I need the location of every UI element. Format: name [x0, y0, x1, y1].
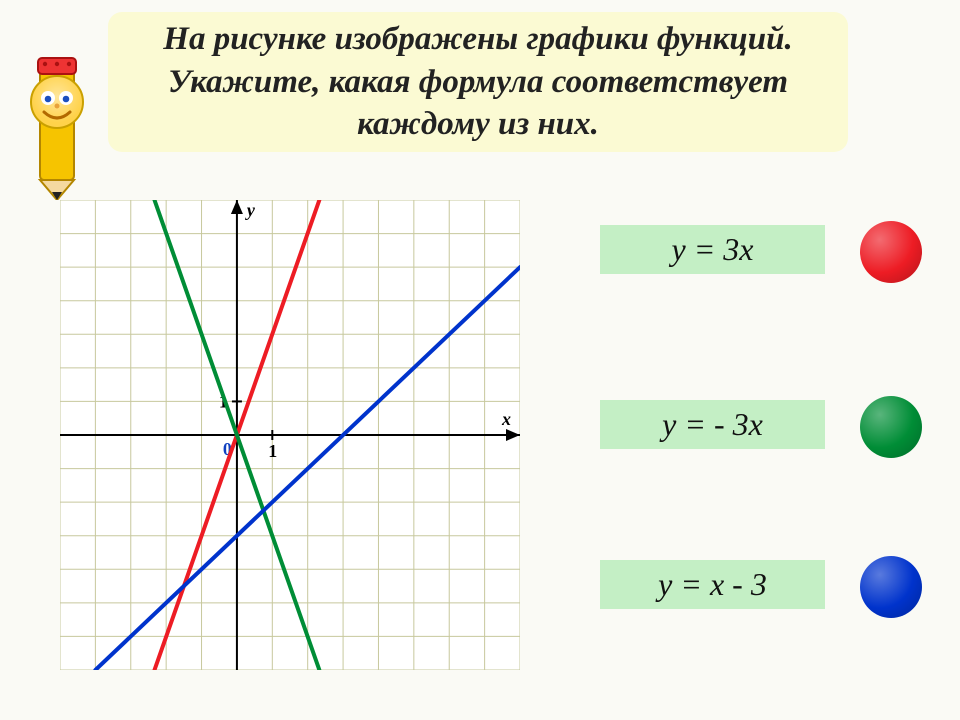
title-text: На рисунке изображены графики функций. У… [136, 18, 820, 147]
svg-text:1: 1 [268, 441, 277, 461]
formula-2[interactable]: y = - 3x [600, 400, 825, 449]
color-dot-2[interactable] [860, 396, 922, 458]
svg-text:x: x [501, 409, 511, 429]
formula-text: y = x - 3 [658, 566, 767, 603]
pencil-icon [10, 0, 105, 200]
formula-text: y = 3x [672, 231, 754, 268]
svg-text:y: y [245, 200, 256, 220]
title-box: На рисунке изображены графики функций. У… [108, 12, 848, 152]
formula-3[interactable]: y = x - 3 [600, 560, 825, 609]
color-dot-3[interactable] [860, 556, 922, 618]
color-dot-1[interactable] [860, 221, 922, 283]
formula-text: y = - 3x [662, 406, 763, 443]
chart: 011xy [60, 200, 520, 670]
formula-1[interactable]: y = 3x [600, 225, 825, 274]
